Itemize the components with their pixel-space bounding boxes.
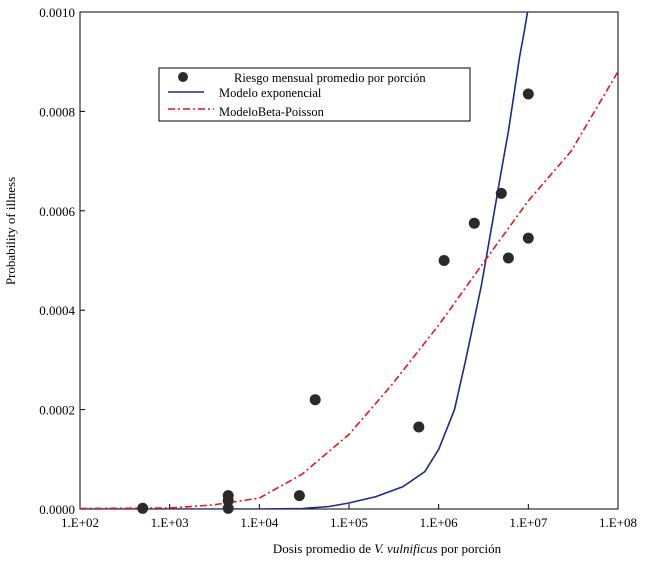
y-axis-label: Probability of illness — [3, 177, 18, 285]
legend-box — [158, 67, 471, 122]
exponential-model-line — [80, 12, 529, 509]
y-tick-label: 0.0006 — [39, 204, 75, 219]
data-point — [309, 394, 321, 406]
data-point — [468, 217, 480, 229]
x-tick-label: 1.E+05 — [330, 515, 368, 530]
data-point — [438, 255, 450, 266]
y-tick-label: 0.0008 — [39, 104, 75, 119]
x-tick-label: 1.E+03 — [151, 515, 189, 530]
series-lines — [80, 12, 618, 509]
y-axis-ticks: 0.0000 0.0002 0.0004 0.0006 0.0008 0.0010 — [39, 5, 85, 517]
x-tick-label: 1.E+08 — [599, 515, 637, 530]
legend-label-beta-poisson: ModeloBeta-Poisson — [219, 105, 325, 119]
x-tick-label: 1.E+07 — [509, 515, 548, 530]
data-point — [413, 421, 425, 433]
y-tick-label: 0.0004 — [39, 303, 75, 318]
y-tick-label: 0.0010 — [39, 5, 75, 20]
legend-marker-dot — [178, 72, 188, 82]
data-point — [222, 490, 234, 502]
x-tick-label: 1.E+06 — [420, 515, 459, 530]
legend: Riesgo mensual promedio por porción Mode… — [158, 67, 471, 122]
y-tick-label: 0.0000 — [39, 502, 75, 517]
x-tick-label: 1.E+04 — [240, 515, 279, 530]
legend-label-observed: Riesgo mensual promedio por porción — [234, 71, 426, 85]
x-axis-label: Dosis promedio de V. vulnificus por porc… — [273, 541, 502, 556]
x-axis-ticks: 1.E+02 1.E+03 1.E+04 1.E+05 1.E+06 1.E+07 1.E+… — [61, 504, 637, 530]
y-tick-label: 0.0002 — [39, 403, 75, 418]
data-point — [293, 490, 305, 502]
legend-label-exponential: Modelo exponencial — [219, 86, 322, 100]
beta-poisson-model-line — [80, 71, 618, 509]
series-points — [137, 88, 534, 514]
data-point — [137, 502, 149, 514]
data-point — [222, 502, 234, 514]
data-point — [502, 252, 514, 264]
data-point — [495, 187, 507, 199]
data-point — [522, 88, 534, 100]
data-point — [522, 232, 534, 244]
x-tick-label: 1.E+02 — [61, 515, 99, 530]
